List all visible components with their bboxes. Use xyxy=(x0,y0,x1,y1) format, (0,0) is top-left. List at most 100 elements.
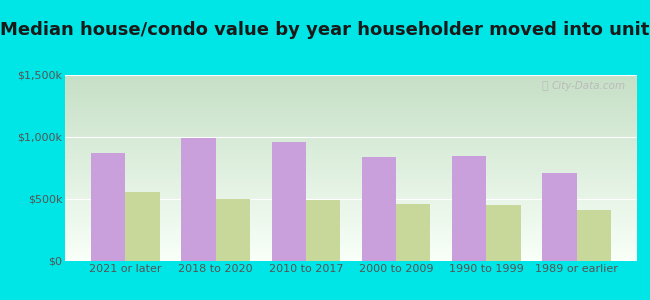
Bar xyxy=(65,82,637,83)
Bar xyxy=(65,167,637,168)
Bar xyxy=(65,156,637,157)
Bar xyxy=(65,160,637,161)
Bar xyxy=(65,81,637,82)
Bar xyxy=(65,135,637,136)
Bar xyxy=(65,129,637,130)
Bar xyxy=(65,237,637,238)
Bar xyxy=(65,95,637,96)
Bar xyxy=(65,78,637,79)
Bar xyxy=(306,200,340,261)
Bar xyxy=(65,191,637,192)
Bar xyxy=(65,204,637,205)
Bar xyxy=(65,133,637,134)
Bar xyxy=(65,192,637,193)
Bar xyxy=(65,98,637,99)
Bar xyxy=(65,200,637,202)
Bar xyxy=(65,145,637,146)
Bar xyxy=(65,176,637,177)
Bar xyxy=(65,216,637,217)
Bar xyxy=(65,259,637,260)
Bar xyxy=(65,245,637,246)
Bar xyxy=(65,168,637,169)
Bar xyxy=(65,116,637,117)
Bar xyxy=(272,142,306,261)
Bar xyxy=(65,132,637,133)
Bar xyxy=(65,114,637,115)
Bar xyxy=(65,94,637,95)
Bar xyxy=(216,199,250,261)
Bar xyxy=(65,139,637,140)
Bar xyxy=(65,222,637,223)
Bar xyxy=(65,252,637,253)
Bar xyxy=(65,159,637,160)
Bar xyxy=(65,253,637,254)
Bar xyxy=(65,184,637,185)
Bar xyxy=(65,169,637,170)
Bar xyxy=(65,124,637,125)
Text: City-Data.com: City-Data.com xyxy=(551,81,625,91)
Bar xyxy=(65,113,637,114)
Bar xyxy=(65,250,637,251)
Bar xyxy=(65,224,637,225)
Bar xyxy=(65,225,637,226)
Bar xyxy=(65,187,637,188)
Bar xyxy=(65,249,637,250)
Bar xyxy=(65,151,637,152)
Bar xyxy=(65,117,637,118)
Bar xyxy=(65,142,637,143)
Bar xyxy=(65,100,637,101)
Text: ⓘ: ⓘ xyxy=(541,81,549,91)
Bar xyxy=(65,223,637,224)
Bar xyxy=(65,166,637,167)
Bar xyxy=(91,153,125,261)
Bar xyxy=(65,125,637,126)
Text: Median house/condo value by year householder moved into unit: Median house/condo value by year househo… xyxy=(0,21,650,39)
Bar xyxy=(65,160,637,161)
Bar xyxy=(65,218,637,219)
Bar xyxy=(65,188,637,189)
Bar xyxy=(65,109,637,110)
Bar xyxy=(65,146,637,147)
Bar xyxy=(65,220,637,221)
Bar xyxy=(65,118,637,119)
Bar xyxy=(65,92,637,93)
Bar xyxy=(65,203,637,204)
Bar xyxy=(65,244,637,245)
Bar xyxy=(65,178,637,179)
Bar xyxy=(65,193,637,194)
Bar xyxy=(65,123,637,124)
Bar xyxy=(65,131,637,132)
Bar xyxy=(65,112,637,113)
Bar xyxy=(65,111,637,112)
Bar xyxy=(65,202,637,203)
Bar xyxy=(542,173,577,261)
Bar xyxy=(65,226,637,227)
Bar xyxy=(65,213,637,214)
Bar xyxy=(65,155,637,156)
Bar xyxy=(65,227,637,229)
Bar xyxy=(65,238,637,239)
Bar xyxy=(65,233,637,234)
Bar xyxy=(65,190,637,191)
Bar xyxy=(65,194,637,195)
Bar xyxy=(396,204,430,261)
Bar xyxy=(65,122,637,123)
Bar xyxy=(65,170,637,171)
Bar xyxy=(65,240,637,241)
Bar xyxy=(65,183,637,184)
Bar xyxy=(65,87,637,88)
Bar xyxy=(65,97,637,98)
Bar xyxy=(65,84,637,85)
Bar xyxy=(65,79,637,80)
Bar xyxy=(65,121,637,122)
Bar xyxy=(65,206,637,207)
Bar xyxy=(65,134,637,135)
Bar xyxy=(65,235,637,236)
Bar xyxy=(65,246,637,247)
Bar xyxy=(65,162,637,163)
Bar xyxy=(65,136,637,137)
Bar xyxy=(65,86,637,87)
Bar xyxy=(65,254,637,255)
Bar xyxy=(65,214,637,215)
Bar xyxy=(65,257,637,258)
